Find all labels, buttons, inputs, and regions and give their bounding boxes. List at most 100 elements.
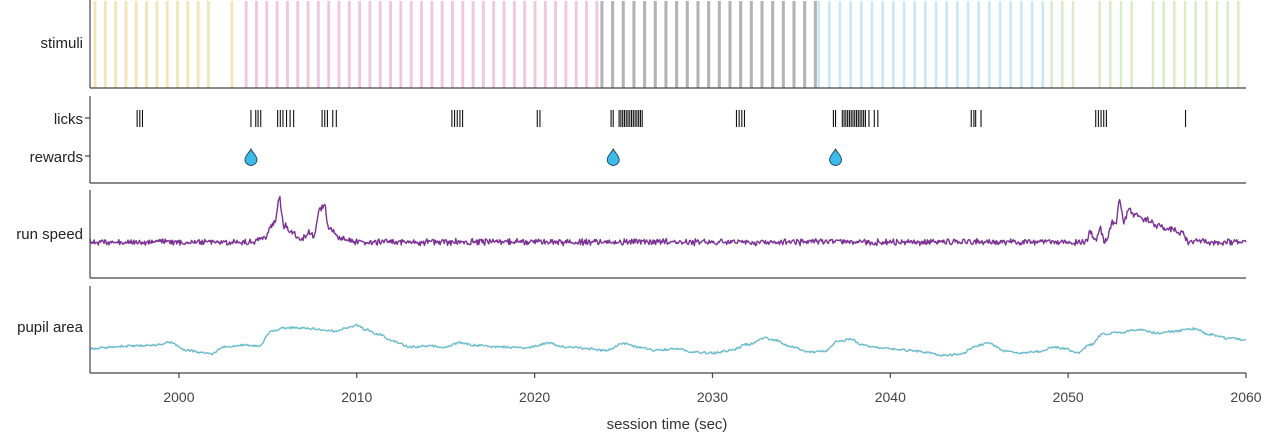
stimulus-stripe-90 <box>1041 1 1044 88</box>
stimulus-stripe-57 <box>696 1 700 88</box>
stimulus-stripe-31 <box>430 1 434 88</box>
stimulus-stripe-89 <box>1030 1 1034 88</box>
stimulus-stripe-64 <box>771 1 775 88</box>
stimulus-stripe-20 <box>316 1 320 88</box>
stimulus-stripe-16 <box>275 1 279 88</box>
stimulus-stripe-32 <box>440 1 444 88</box>
stimulus-stripe-82 <box>956 1 959 88</box>
stimulus-stripe-35 <box>471 1 475 88</box>
stimulus-stripe-52 <box>643 1 647 88</box>
stimulus-stripe-42 <box>543 1 547 88</box>
stimulus-stripe-63 <box>760 1 764 88</box>
x-axis-title: session time (sec) <box>607 416 728 433</box>
stimulus-stripe-105 <box>1226 1 1229 88</box>
stimuli-panel <box>93 1 1240 88</box>
stimulus-stripe-69 <box>817 1 820 88</box>
stimulus-stripe-85 <box>988 1 991 88</box>
reward-drop-1 <box>606 147 620 166</box>
panel-label-run-speed: run speed <box>16 226 83 243</box>
stimulus-stripe-26 <box>378 1 382 88</box>
stimulus-stripe-70 <box>828 1 831 88</box>
stimulus-stripe-76 <box>892 1 895 88</box>
stimulus-stripe-21 <box>327 1 331 88</box>
stimulus-stripe-36 <box>481 1 485 88</box>
stimulus-stripe-94 <box>1098 1 1101 88</box>
stimulus-stripe-22 <box>337 1 341 88</box>
x-axis: 2000 2010 2020 2030 2040 2050 2060 <box>163 373 1262 405</box>
pupil-area-line <box>89 323 1247 357</box>
stimulus-stripe-15 <box>265 1 269 88</box>
stimulus-stripe-38 <box>502 1 506 88</box>
stimulus-stripe-74 <box>870 1 874 88</box>
stimulus-stripe-33 <box>451 1 454 88</box>
stimulus-stripe-54 <box>664 1 668 88</box>
stimulus-stripe-73 <box>860 1 863 88</box>
x-tick-label-0: 2000 <box>163 389 194 405</box>
x-tick-label-5: 2050 <box>1053 389 1084 405</box>
stimulus-stripe-78 <box>913 1 916 88</box>
stimulus-stripe-88 <box>1020 1 1023 88</box>
stimulus-stripe-101 <box>1183 1 1187 88</box>
reward-drop-0 <box>244 147 258 166</box>
panel-label-licks: licks <box>54 111 83 128</box>
stimulus-stripe-75 <box>881 1 884 88</box>
panel-label-stimuli: stimuli <box>40 35 83 52</box>
stimulus-stripe-40 <box>523 1 527 88</box>
stimulus-stripe-103 <box>1205 1 1208 88</box>
stimulus-stripe-49 <box>611 1 615 88</box>
stimulus-stripe-106 <box>1237 1 1240 88</box>
stimulus-stripe-29 <box>409 1 413 88</box>
stimulus-stripe-12 <box>230 1 234 88</box>
stimulus-stripe-11 <box>207 1 210 88</box>
stimulus-stripe-45 <box>574 1 578 88</box>
stimulus-stripe-10 <box>196 1 200 88</box>
stimulus-stripe-80 <box>934 1 938 88</box>
stimulus-stripe-47 <box>595 1 599 88</box>
pupil-area-panel <box>89 323 1247 357</box>
x-tick-label-2: 2020 <box>519 389 550 405</box>
stimulus-stripe-104 <box>1215 1 1219 88</box>
stimulus-stripe-60 <box>728 1 732 88</box>
stimulus-stripe-2 <box>114 1 118 88</box>
stimulus-stripe-5 <box>145 1 148 88</box>
stimulus-stripe-37 <box>492 1 496 88</box>
stimulus-stripe-84 <box>977 1 980 88</box>
stimulus-stripe-8 <box>176 1 179 88</box>
stimulus-stripe-68 <box>813 1 817 88</box>
stimulus-stripe-58 <box>707 1 711 88</box>
stimulus-stripe-97 <box>1130 1 1133 88</box>
stimulus-stripe-61 <box>739 1 743 88</box>
stimulus-stripe-72 <box>849 1 852 88</box>
stimulus-stripe-102 <box>1194 1 1197 88</box>
stimulus-stripe-99 <box>1162 1 1165 88</box>
stimulus-stripe-91 <box>1050 1 1053 88</box>
stimulus-stripe-92 <box>1061 1 1064 88</box>
stimulus-stripe-1 <box>103 1 107 88</box>
stimulus-stripe-14 <box>255 1 258 88</box>
stimulus-stripe-41 <box>533 1 537 88</box>
stimulus-stripe-96 <box>1119 1 1123 88</box>
stimulus-stripe-79 <box>924 1 927 88</box>
stimulus-stripe-6 <box>155 1 159 88</box>
stimulus-stripe-17 <box>285 1 289 88</box>
reward-drop-2 <box>829 147 842 166</box>
stimulus-stripe-65 <box>781 1 785 88</box>
stimulus-stripe-81 <box>945 1 948 88</box>
stimulus-stripe-34 <box>461 1 465 88</box>
stimulus-stripe-66 <box>792 1 796 88</box>
stimulus-stripe-95 <box>1109 1 1112 88</box>
stimulus-stripe-7 <box>165 1 169 88</box>
stimulus-stripe-86 <box>998 1 1002 88</box>
stimulus-stripe-4 <box>134 1 138 88</box>
stimulus-stripe-30 <box>420 1 423 88</box>
panel-label-pupil-area: pupil area <box>17 319 84 336</box>
stimulus-stripe-0 <box>93 1 97 88</box>
x-tick-label-6: 2060 <box>1230 389 1261 405</box>
panel-label-rewards: rewards <box>30 149 83 166</box>
stimulus-stripe-9 <box>186 1 190 88</box>
stimulus-stripe-83 <box>966 1 970 88</box>
stimulus-stripe-13 <box>244 1 248 88</box>
stimulus-stripe-24 <box>358 1 362 88</box>
